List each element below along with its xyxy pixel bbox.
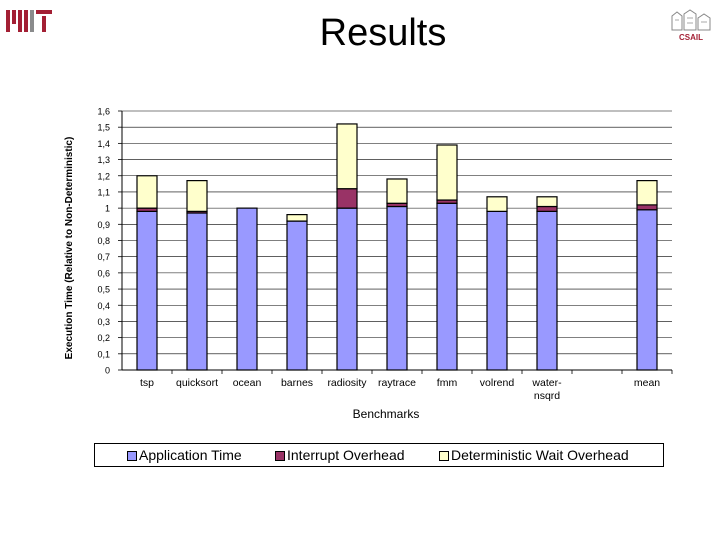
x-tick-label: volrend: [480, 377, 515, 389]
y-tick-label: 0,8: [97, 236, 110, 246]
y-tick-label: 1,5: [97, 123, 110, 133]
csail-logo: CSAIL: [668, 8, 714, 42]
bar-segment: [636, 180, 658, 206]
y-tick-label: 0,2: [97, 333, 110, 343]
bar-segment: [386, 178, 408, 204]
y-tick-label: 0,4: [97, 301, 110, 311]
legend-label: Application Time: [139, 447, 242, 463]
bar-segment: [436, 144, 458, 201]
y-tick-label: 0: [105, 366, 110, 376]
bar-segment: [386, 205, 408, 371]
bar-segment: [136, 210, 158, 371]
y-tick-label: 1,4: [97, 139, 110, 149]
y-tick-label: 1,3: [97, 155, 110, 165]
mit-logo: [6, 10, 52, 32]
y-tick-label: 1,2: [97, 171, 110, 181]
bar-segment: [486, 210, 508, 371]
bar-segment: [286, 220, 308, 371]
bar-segment: [636, 209, 658, 371]
x-tick-label: mean: [634, 377, 660, 389]
x-tick-label: water-: [531, 377, 562, 389]
legend-swatch: [439, 451, 449, 461]
slide-title: Results: [319, 12, 447, 54]
bar-segment: [186, 180, 208, 212]
bar-segment: [436, 202, 458, 371]
x-tick-label: raytrace: [378, 377, 416, 389]
bar-segment: [486, 196, 508, 212]
x-tick-label: nsqrd: [534, 390, 560, 402]
bar-segment: [636, 204, 658, 211]
y-tick-label: 0,5: [97, 285, 110, 295]
bar-segment: [336, 207, 358, 371]
x-tick-label: ocean: [233, 377, 262, 389]
y-axis-label: Execution Time (Relative to Non-Determin…: [64, 137, 75, 360]
x-axis-label: Benchmarks: [353, 407, 420, 421]
tick-labels: 0 0,1 0,2 0,3 0,4 0,5 0,6 0,7 0,8 0,9 1 1,1 1,2 1,3 1,…: [97, 107, 660, 403]
x-tick-label: barnes: [281, 377, 313, 389]
y-tick-label: 0,7: [97, 252, 110, 262]
y-tick-label: 1,1: [97, 187, 110, 197]
legend-swatch: [127, 451, 137, 461]
bar-segment: [236, 207, 258, 371]
axes: [118, 110, 673, 374]
x-tick-label: tsp: [140, 377, 154, 389]
y-tick-label: 0,9: [97, 220, 110, 230]
bar-segment: [536, 205, 558, 212]
svg-text:CSAIL: CSAIL: [679, 33, 703, 42]
bars: [136, 123, 658, 371]
legend-label: Interrupt Overhead: [287, 447, 405, 463]
bar-segment: [536, 210, 558, 371]
bar-segment: [336, 188, 358, 209]
bar-segment: [186, 212, 208, 371]
bar-segment: [536, 196, 558, 208]
x-tick-label: quicksort: [176, 377, 218, 389]
y-tick-label: 1,6: [97, 107, 110, 117]
bar-segment: [286, 214, 308, 222]
y-tick-label: 0,1: [97, 349, 110, 359]
y-tick-label: 1: [105, 204, 110, 214]
x-tick-label: radiosity: [327, 377, 367, 389]
bar-segment: [336, 123, 358, 190]
legend-swatch: [275, 451, 285, 461]
legend-label: Deterministic Wait Overhead: [451, 447, 629, 463]
y-tick-label: 0,6: [97, 268, 110, 278]
x-tick-label: fmm: [437, 377, 458, 389]
chart-legend: Application Time Interrupt Overhead Dete…: [94, 443, 664, 467]
bar-segment: [136, 175, 158, 209]
y-tick-label: 0,3: [97, 317, 110, 327]
